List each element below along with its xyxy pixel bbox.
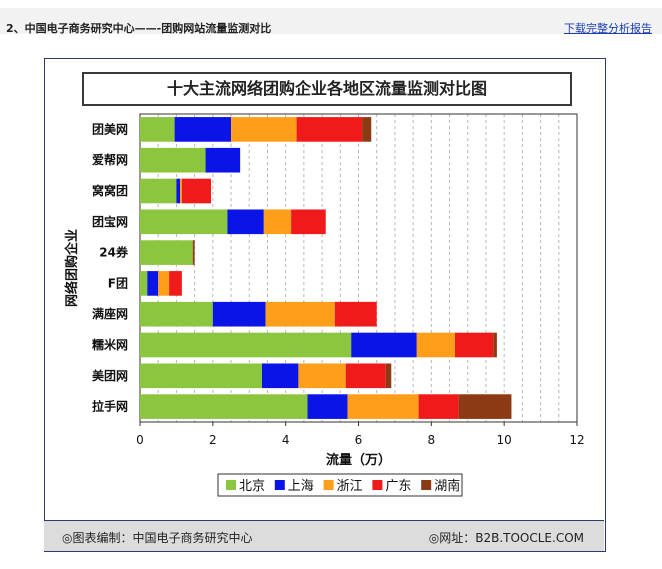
bar-segment: [140, 332, 352, 358]
bar-segment: [192, 240, 195, 265]
download-report-link[interactable]: 下载完整分析报告: [564, 22, 652, 35]
bar-segment: [296, 117, 363, 142]
category-label: 爱帮网: [92, 152, 128, 167]
bar-segment: [176, 178, 181, 204]
bar-segment: [169, 271, 182, 296]
bar-segment: [158, 271, 170, 296]
legend-label: 湖南: [434, 478, 460, 494]
bar-segment: [263, 209, 292, 235]
section-title: 2、中国电子商务研究中心——-团购网站流量监测对比: [6, 22, 272, 35]
bar-segment: [458, 394, 512, 419]
bar-segment: [174, 117, 232, 142]
bar-segment: [212, 301, 266, 327]
bar-segment: [261, 363, 299, 389]
legend-swatch: [226, 480, 236, 490]
bar-segment: [147, 271, 159, 296]
bar-segment: [455, 332, 494, 358]
bar-segment: [345, 363, 386, 389]
bar-segment: [307, 394, 348, 419]
bar-segment: [140, 117, 175, 142]
bar-segment: [140, 147, 206, 173]
y-axis-title: 网络团购企业: [64, 229, 80, 307]
bar-segment: [334, 301, 377, 327]
legend-label: 广东: [385, 479, 411, 494]
header-bar: 2、中国电子商务研究中心——-团购网站流量监测对比 下载完整分析报告: [0, 8, 662, 35]
x-tick-label: 10: [497, 433, 512, 447]
bar-segment: [180, 178, 182, 204]
category-label: 24券: [99, 245, 129, 260]
x-tick-label: 12: [569, 433, 584, 447]
x-tick-label: 2: [209, 433, 217, 447]
bar-segment: [205, 147, 241, 173]
bar-segment: [385, 363, 392, 389]
chart-website: ◎网址：B2B.TOOCLE.COM: [428, 531, 584, 545]
bar-segment: [418, 394, 459, 419]
bar-segment: [351, 332, 417, 358]
chart-title-box: 十大主流网络团购企业各地区流量监测对比图: [82, 72, 572, 106]
category-label: 团美网: [92, 121, 128, 136]
category-label: 窝窝团: [92, 183, 128, 198]
legend-swatch: [372, 480, 383, 490]
legend-swatch: [421, 480, 432, 490]
bar-segment: [140, 363, 262, 389]
bar-segment: [416, 332, 456, 358]
bar-segment: [227, 209, 264, 235]
chart-source-credit: ◎图表编制：中国电子商务研究中心: [62, 531, 253, 545]
legend-label: 浙江: [337, 479, 363, 494]
bar-segment: [265, 301, 335, 327]
category-label: 拉手网: [92, 399, 128, 414]
bar-segment: [362, 117, 372, 142]
bar-segment: [140, 240, 193, 265]
bar-segment: [298, 363, 346, 389]
bar-segment: [347, 394, 419, 419]
bar-segment: [181, 178, 212, 204]
x-tick-label: 4: [282, 433, 290, 447]
bar-segment: [140, 301, 213, 327]
chart-title: 十大主流网络团购企业各地区流量监测对比图: [166, 79, 487, 98]
category-label: 团宝网: [92, 214, 128, 229]
bar-segment: [231, 117, 297, 142]
legend-swatch: [274, 480, 285, 490]
category-label: 糯米网: [92, 337, 128, 352]
bar-segment: [140, 394, 308, 419]
category-label: F团: [108, 276, 128, 290]
bar-segment: [493, 332, 497, 358]
legend-label: 北京: [239, 479, 265, 494]
legend-box: [217, 473, 463, 497]
x-tick-label: 6: [355, 433, 363, 447]
bar-segment: [140, 271, 148, 296]
bar-segment: [291, 209, 326, 235]
bar-segment: [140, 209, 228, 235]
x-tick-label: 0: [136, 433, 144, 447]
legend-label: 上海: [288, 479, 314, 494]
category-label: 美团网: [92, 368, 128, 383]
legend-swatch: [323, 480, 334, 490]
x-tick-label: 8: [428, 433, 436, 447]
bar-segment: [140, 178, 177, 204]
chart-footer: ◎图表编制：中国电子商务研究中心 ◎网址：B2B.TOOCLE.COM: [44, 520, 604, 551]
category-label: 满座网: [92, 306, 128, 321]
x-axis-title: 流量（万）: [326, 452, 391, 468]
